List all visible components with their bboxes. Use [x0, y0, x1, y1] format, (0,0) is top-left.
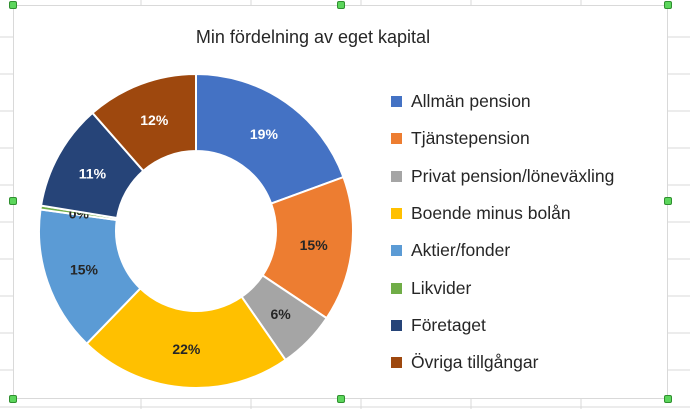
resize-handle-bottom-center[interactable]: [337, 395, 345, 403]
legend-entry[interactable]: Aktier/fonder: [391, 232, 614, 269]
legend-label: Tjänstepension: [411, 128, 530, 149]
data-label[interactable]: 15%: [70, 262, 99, 278]
data-label[interactable]: 22%: [172, 341, 201, 357]
chart-legend[interactable]: Allmän pension Tjänstepension Privat pensi…: [391, 83, 614, 381]
legend-entry[interactable]: Tjänstepension: [391, 120, 614, 157]
legend-swatch: [391, 133, 402, 145]
resize-handle-top-center[interactable]: [337, 1, 345, 9]
chart-title[interactable]: Min fördelning av eget kapital: [195, 27, 431, 47]
legend-swatch: [391, 282, 402, 294]
data-label[interactable]: 6%: [270, 306, 291, 322]
data-label[interactable]: 11%: [79, 165, 107, 181]
legend-label: Privat pension/löneväxling: [411, 165, 615, 186]
legend-label: Företaget: [411, 314, 486, 335]
legend-entry[interactable]: Boende minus bolån: [391, 195, 614, 232]
legend-label: Övriga tillgångar: [411, 352, 539, 373]
donut-slice[interactable]: [85, 287, 287, 389]
legend-entry[interactable]: Företaget: [391, 307, 614, 344]
resize-handle-bottom-left[interactable]: [9, 395, 17, 403]
legend-entry[interactable]: Övriga tillgångar: [391, 344, 614, 381]
legend-swatch: [391, 357, 402, 369]
legend-swatch: [391, 208, 402, 220]
legend-swatch: [391, 96, 402, 108]
legend-label: Allmän pension: [411, 91, 531, 112]
resize-handle-bottom-right[interactable]: [664, 395, 672, 403]
legend-entry[interactable]: Likvider: [391, 269, 614, 306]
legend-label: Likvider: [411, 277, 472, 298]
resize-handle-middle-left[interactable]: [9, 197, 17, 205]
legend-swatch: [391, 245, 402, 257]
data-label[interactable]: 15%: [300, 237, 329, 253]
resize-handle-top-left[interactable]: [9, 1, 17, 9]
legend-label: Aktier/fonder: [411, 240, 511, 261]
legend-entry[interactable]: Allmän pension: [391, 83, 614, 120]
legend-swatch: [391, 170, 402, 182]
legend-label: Boende minus bolån: [411, 203, 571, 224]
donut-slice[interactable]: [195, 72, 345, 205]
resize-handle-middle-right[interactable]: [664, 197, 672, 205]
data-label[interactable]: 12%: [140, 112, 169, 128]
donut-slice[interactable]: [91, 72, 197, 173]
resize-handle-top-right[interactable]: [664, 1, 672, 9]
legend-swatch: [391, 319, 402, 331]
data-label[interactable]: 19%: [250, 126, 279, 142]
legend-entry[interactable]: Privat pension/löneväxling: [391, 158, 614, 195]
